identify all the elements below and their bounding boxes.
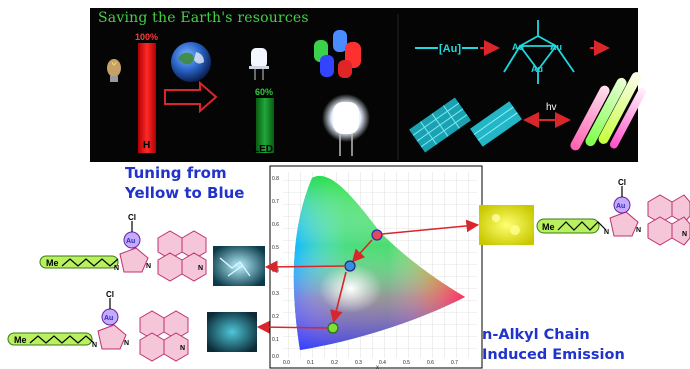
- au-trimer-cluster: [503, 20, 575, 84]
- blue-green-crystal-photo: [207, 312, 257, 352]
- n-atom-label: N: [682, 231, 687, 238]
- molecule-middle: Me N N Au Cl N: [39, 213, 207, 282]
- chlorine-label: Cl: [618, 178, 626, 187]
- molecule-bottom: Me N N Au Cl N: [7, 290, 189, 362]
- top-banner: [90, 8, 638, 162]
- n-atom-label: N: [146, 263, 151, 270]
- au-atom-right: Au: [550, 42, 562, 52]
- light-bulb-icon: [107, 59, 121, 82]
- right-title-line-1: n-Alkyl Chain: [482, 327, 590, 343]
- molecule-right: Me N N Au Cl N: [536, 178, 690, 246]
- cyan-crystal-photo: [213, 246, 265, 286]
- n-atom-label: N: [636, 227, 641, 234]
- bulb-percent: 100%: [135, 32, 158, 42]
- y-tick-label: 0.2: [272, 314, 279, 320]
- led-energy-bar: [256, 98, 274, 153]
- gold-atom-label: Au: [126, 238, 135, 245]
- n-atom-label: N: [180, 345, 185, 352]
- y-tick-label: 0.5: [272, 245, 279, 251]
- methyl-label: Me: [542, 222, 555, 232]
- led-icon: [249, 48, 269, 80]
- chlorine-label: Cl: [128, 213, 136, 222]
- n-atom-label: N: [92, 342, 97, 349]
- n-atom-label: N: [124, 340, 129, 347]
- au-monomer-label: [Au]: [439, 43, 461, 55]
- x-tick-label: 0.7: [451, 360, 458, 366]
- led-label: LED: [253, 144, 273, 155]
- n-atom-label: N: [198, 265, 203, 272]
- n-atom-label: N: [604, 229, 609, 236]
- au-atom-left: Au: [512, 42, 524, 52]
- led-percent: 60%: [255, 87, 273, 97]
- bulb-energy-bar: [138, 43, 156, 153]
- x-tick-label: 0.2: [331, 360, 338, 366]
- gold-atom-label: Au: [616, 203, 625, 210]
- cie-x-ticks: 0.0 0.1 0.2 0.3 0.4 0.5 0.6 0.7: [283, 360, 458, 366]
- x-tick-label: 0.3: [355, 360, 362, 366]
- saving-arrow: [164, 80, 218, 114]
- methyl-label: Me: [46, 258, 59, 268]
- y-tick-label: 0.3: [272, 291, 279, 297]
- x-tick-label: 0.0: [283, 360, 290, 366]
- shift-arrow-1: [351, 239, 373, 263]
- left-title-line-1: Tuning from: [125, 164, 227, 182]
- cie-x-axis-label: x: [376, 365, 379, 369]
- glowing-rods-icon: [570, 72, 647, 151]
- yellow-crystal-photo: [479, 205, 534, 245]
- cie-point-green: [327, 322, 339, 334]
- au-atom-bottom: Au: [531, 64, 543, 74]
- y-tick-label: 0.0: [272, 354, 279, 360]
- gold-atom-label: Au: [104, 315, 113, 322]
- link-arrow-green: [256, 320, 329, 334]
- crystal-icon: [409, 97, 522, 153]
- banner-title: Saving the Earth's resources: [98, 10, 309, 26]
- y-tick-label: 0.8: [272, 176, 279, 182]
- y-tick-label: 0.1: [272, 337, 279, 343]
- shift-arrow-2: [330, 271, 347, 324]
- y-tick-label: 0.7: [272, 199, 279, 205]
- x-tick-label: 0.1: [307, 360, 314, 366]
- x-tick-label: 0.4: [379, 360, 386, 366]
- link-arrow-cyan: [264, 260, 346, 274]
- left-title-line-2: Yellow to Blue: [125, 184, 245, 202]
- cie-point-blue: [344, 260, 356, 272]
- rgb-led-icon: [314, 30, 361, 78]
- hv-label: hv: [546, 102, 557, 113]
- methyl-label: Me: [14, 335, 27, 345]
- x-tick-label: 0.5: [403, 360, 410, 366]
- y-tick-label: 0.6: [272, 222, 279, 228]
- cie-point-yellow: [371, 229, 383, 241]
- x-tick-label: 0.6: [427, 360, 434, 366]
- link-arrow-yellow: [381, 219, 480, 235]
- white-led-icon: [322, 94, 370, 156]
- y-tick-label: 0.4: [272, 268, 279, 274]
- chlorine-label: Cl: [106, 290, 114, 299]
- right-title-line-2: Induced Emission: [482, 347, 625, 363]
- n-atom-label: N: [114, 265, 119, 272]
- bulb-bar-letter: H: [143, 140, 150, 151]
